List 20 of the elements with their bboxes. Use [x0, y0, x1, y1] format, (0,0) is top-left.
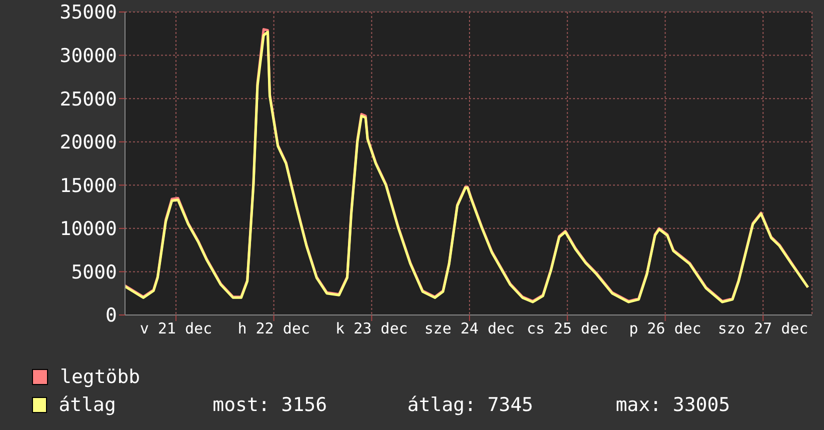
- legend-label: átlag: [58, 393, 117, 418]
- x-tick-label: k 23 dec: [336, 320, 408, 338]
- x-tick-label: cs 25 dec: [526, 320, 608, 338]
- y-tick-label: 35000: [60, 2, 117, 24]
- y-tick-label: 15000: [60, 174, 117, 197]
- legend-label: legtöbb: [60, 365, 142, 390]
- text: max: 33005: [616, 393, 732, 418]
- text: most: 3156: [212, 393, 328, 418]
- y-tick-label: 10000: [60, 218, 117, 240]
- x-tick-label: v 21 dec: [140, 320, 212, 338]
- x-tick-label: szo 27 dec: [718, 320, 808, 338]
- x-tick-label: sze 24 dec: [424, 320, 515, 338]
- x-tick-label: p 26 dec: [629, 320, 702, 338]
- y-tick-label: 5000: [71, 261, 117, 284]
- text: átlag: 7345: [407, 393, 534, 418]
- x-tick-label: h 22 dec: [238, 320, 310, 338]
- y-tick-label: 20000: [60, 132, 117, 154]
- y-tick-label: 25000: [60, 88, 117, 110]
- y-tick-label: 30000: [60, 45, 117, 68]
- y-tick-label: 0: [106, 304, 117, 327]
